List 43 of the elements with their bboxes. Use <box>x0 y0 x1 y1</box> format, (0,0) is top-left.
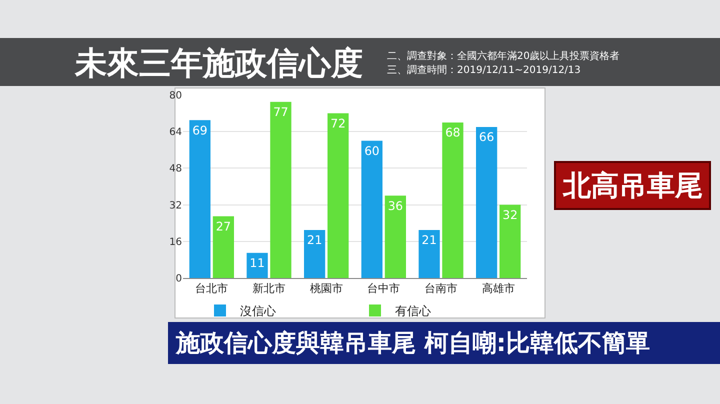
chart-title: 未來三年施政信心度 <box>74 44 363 82</box>
data-label: 11 <box>250 256 265 270</box>
data-label: 21 <box>422 233 437 248</box>
y-tick-label: 32 <box>169 200 182 212</box>
x-tick-label: 台中市 <box>367 282 400 296</box>
bar <box>189 120 210 278</box>
data-label: 68 <box>445 126 460 140</box>
legend-label: 沒信心 <box>240 304 276 318</box>
data-label: 60 <box>364 144 380 158</box>
bar <box>442 122 464 278</box>
x-tick-label: 高雄市 <box>482 282 515 296</box>
bar <box>476 127 498 278</box>
bar <box>304 230 326 278</box>
bar <box>384 196 406 278</box>
data-label: 66 <box>479 130 494 144</box>
chart-subtitle: 二、調查對象：全國六都年滿20歲以上具投票資格者 <box>387 50 620 62</box>
bar <box>212 216 234 278</box>
text: 施政信心度與韓吊車尾 柯自嘲:比韓低不簡單 <box>175 329 650 357</box>
text: 三、調查時間：2019/12/11~2019/12/13 <box>387 64 581 76</box>
data-label: 72 <box>330 116 346 130</box>
legend-label: 有信心 <box>395 304 431 318</box>
x-tick-label: 台北市 <box>195 282 228 296</box>
data-label: 21 <box>307 233 322 248</box>
bar <box>246 252 268 278</box>
data-label: 32 <box>502 208 518 222</box>
data-label: 77 <box>273 104 288 119</box>
y-tick-label: 80 <box>169 90 182 102</box>
bar <box>418 230 440 278</box>
bar <box>328 113 349 278</box>
data-label: 69 <box>192 123 208 138</box>
data-label: 27 <box>216 219 231 234</box>
y-tick-label: 64 <box>169 127 182 138</box>
bar <box>361 140 382 278</box>
y-tick-label: 48 <box>169 164 182 175</box>
x-tick-label: 新北市 <box>252 282 286 296</box>
x-tick-label: 桃園市 <box>310 282 343 296</box>
text: 北高吊車尾 <box>562 169 703 202</box>
x-tick-label: 台南市 <box>424 282 458 296</box>
data-label: 36 <box>388 198 403 213</box>
bar <box>500 204 521 278</box>
y-tick-label: 0 <box>176 274 182 284</box>
bar <box>270 102 292 278</box>
y-tick-label: 16 <box>169 236 182 248</box>
